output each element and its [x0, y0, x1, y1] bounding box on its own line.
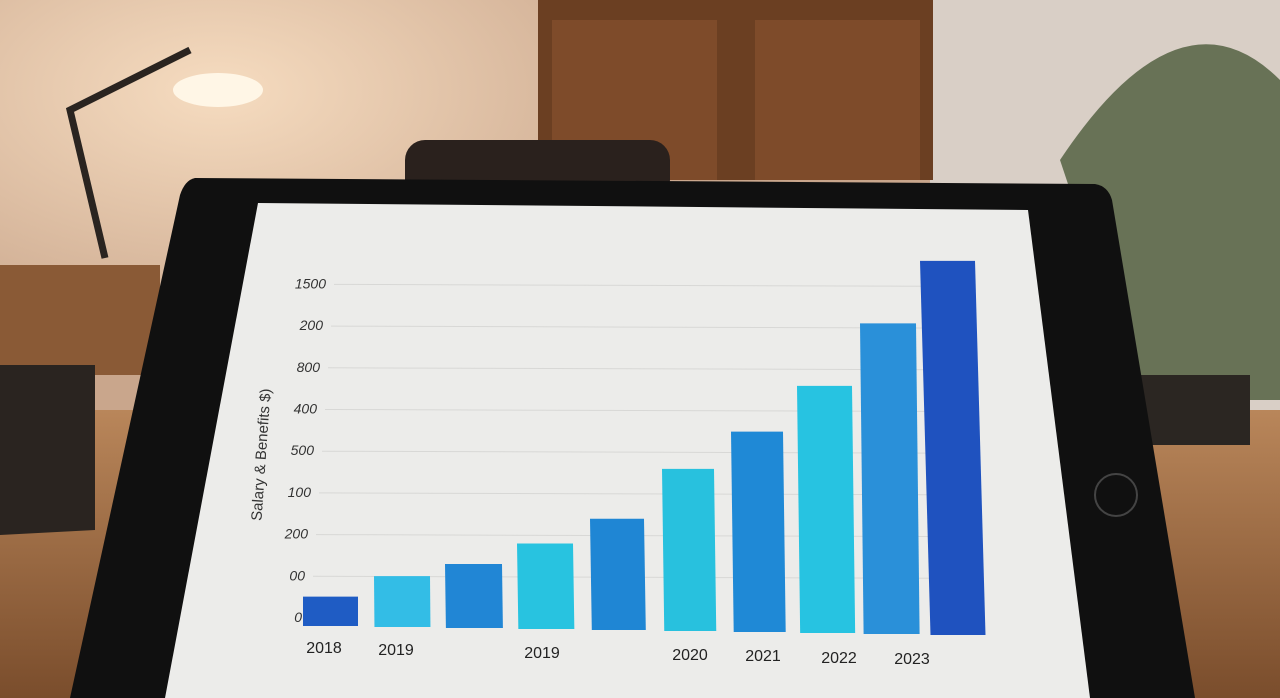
x-tick-label: 2018 [306, 640, 342, 657]
gridline [321, 450, 961, 454]
bar [303, 596, 358, 626]
bar [662, 468, 717, 631]
bar [517, 543, 575, 629]
x-tick-label: 2019 [524, 645, 560, 662]
y-tick-label: 0 [294, 609, 302, 625]
x-tick-label: 2022 [821, 650, 857, 667]
gridline [330, 325, 961, 329]
desk-lamp [65, 46, 192, 259]
x-tick-label: 2020 [672, 647, 708, 664]
x-tick-label: 2021 [745, 648, 781, 665]
y-tick-label: 500 [291, 442, 315, 458]
y-tick-label: 200 [299, 317, 324, 333]
bar [860, 323, 920, 634]
side-table [0, 265, 160, 375]
bar [590, 518, 646, 630]
gridline [327, 367, 961, 371]
gridline [324, 409, 961, 412]
y-tick-label: 200 [284, 526, 309, 542]
bars [303, 260, 986, 635]
y-tick-label: 800 [297, 359, 321, 375]
y-tick-label: 400 [294, 401, 318, 417]
x-axis-ticks: 2018 2019 2019 2020 2021 2022 2023 [306, 640, 930, 668]
plant-pot [1140, 375, 1250, 445]
lamp-bulb [173, 73, 263, 107]
bar [374, 576, 431, 627]
y-tick-label: 100 [288, 484, 312, 500]
home-button[interactable] [1094, 473, 1138, 517]
x-tick-label: 2023 [894, 651, 930, 668]
y-tick-label: 1500 [295, 275, 326, 291]
bar [920, 260, 986, 635]
pen-holder [0, 365, 95, 535]
bar [797, 385, 856, 633]
gridline [333, 283, 961, 287]
bar [731, 431, 786, 632]
x-tick-label: 2019 [378, 642, 414, 659]
cabinet-door [755, 20, 920, 180]
bar [445, 564, 503, 628]
y-tick-label: 00 [289, 567, 305, 583]
